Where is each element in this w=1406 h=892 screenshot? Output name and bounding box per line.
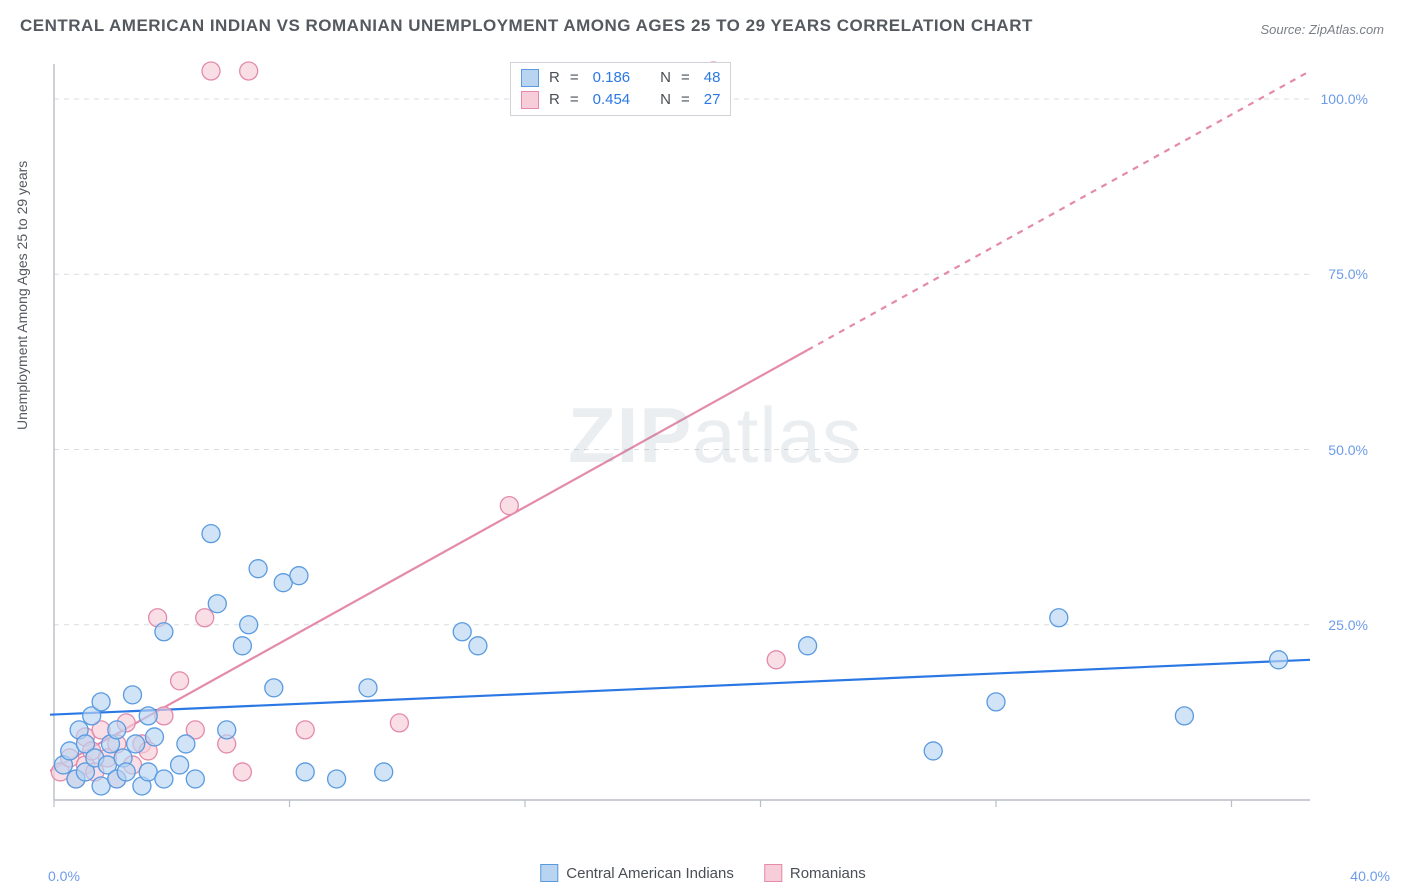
- correlation-stats-box: R = 0.186 N = 48 R = 0.454 N = 27: [510, 62, 731, 116]
- chart-area: ZIPatlas R = 0.186 N = 48 R = 0.454 N = …: [50, 60, 1380, 820]
- n-value-series2: 27: [704, 89, 721, 111]
- swatch-series1: [521, 69, 539, 87]
- correlation-row-series1: R = 0.186 N = 48: [521, 67, 720, 89]
- swatch-series1: [540, 864, 558, 882]
- source-attribution: Source: ZipAtlas.com: [1260, 22, 1384, 37]
- y-axis-label: Unemployment Among Ages 25 to 29 years: [14, 161, 30, 430]
- scatter-plot: [50, 60, 1380, 820]
- y-tick-label: 25.0%: [1328, 617, 1368, 633]
- swatch-series2: [521, 91, 539, 109]
- legend-item-series1: Central American Indians: [540, 864, 734, 882]
- x-tick-label-min: 0.0%: [48, 868, 80, 884]
- y-tick-label: 75.0%: [1328, 266, 1368, 282]
- correlation-row-series2: R = 0.454 N = 27: [521, 89, 720, 111]
- r-value-series1: 0.186: [593, 67, 631, 89]
- n-value-series1: 48: [704, 67, 721, 89]
- y-tick-label: 50.0%: [1328, 442, 1368, 458]
- legend-label: Central American Indians: [566, 865, 734, 882]
- legend-label: Romanians: [790, 865, 866, 882]
- y-tick-label: 100.0%: [1321, 91, 1368, 107]
- legend-item-series2: Romanians: [764, 864, 866, 882]
- chart-title: CENTRAL AMERICAN INDIAN VS ROMANIAN UNEM…: [20, 16, 1033, 36]
- swatch-series2: [764, 864, 782, 882]
- r-value-series2: 0.454: [593, 89, 631, 111]
- legend: Central American Indians Romanians: [540, 864, 865, 882]
- x-tick-label-max: 40.0%: [1350, 868, 1390, 884]
